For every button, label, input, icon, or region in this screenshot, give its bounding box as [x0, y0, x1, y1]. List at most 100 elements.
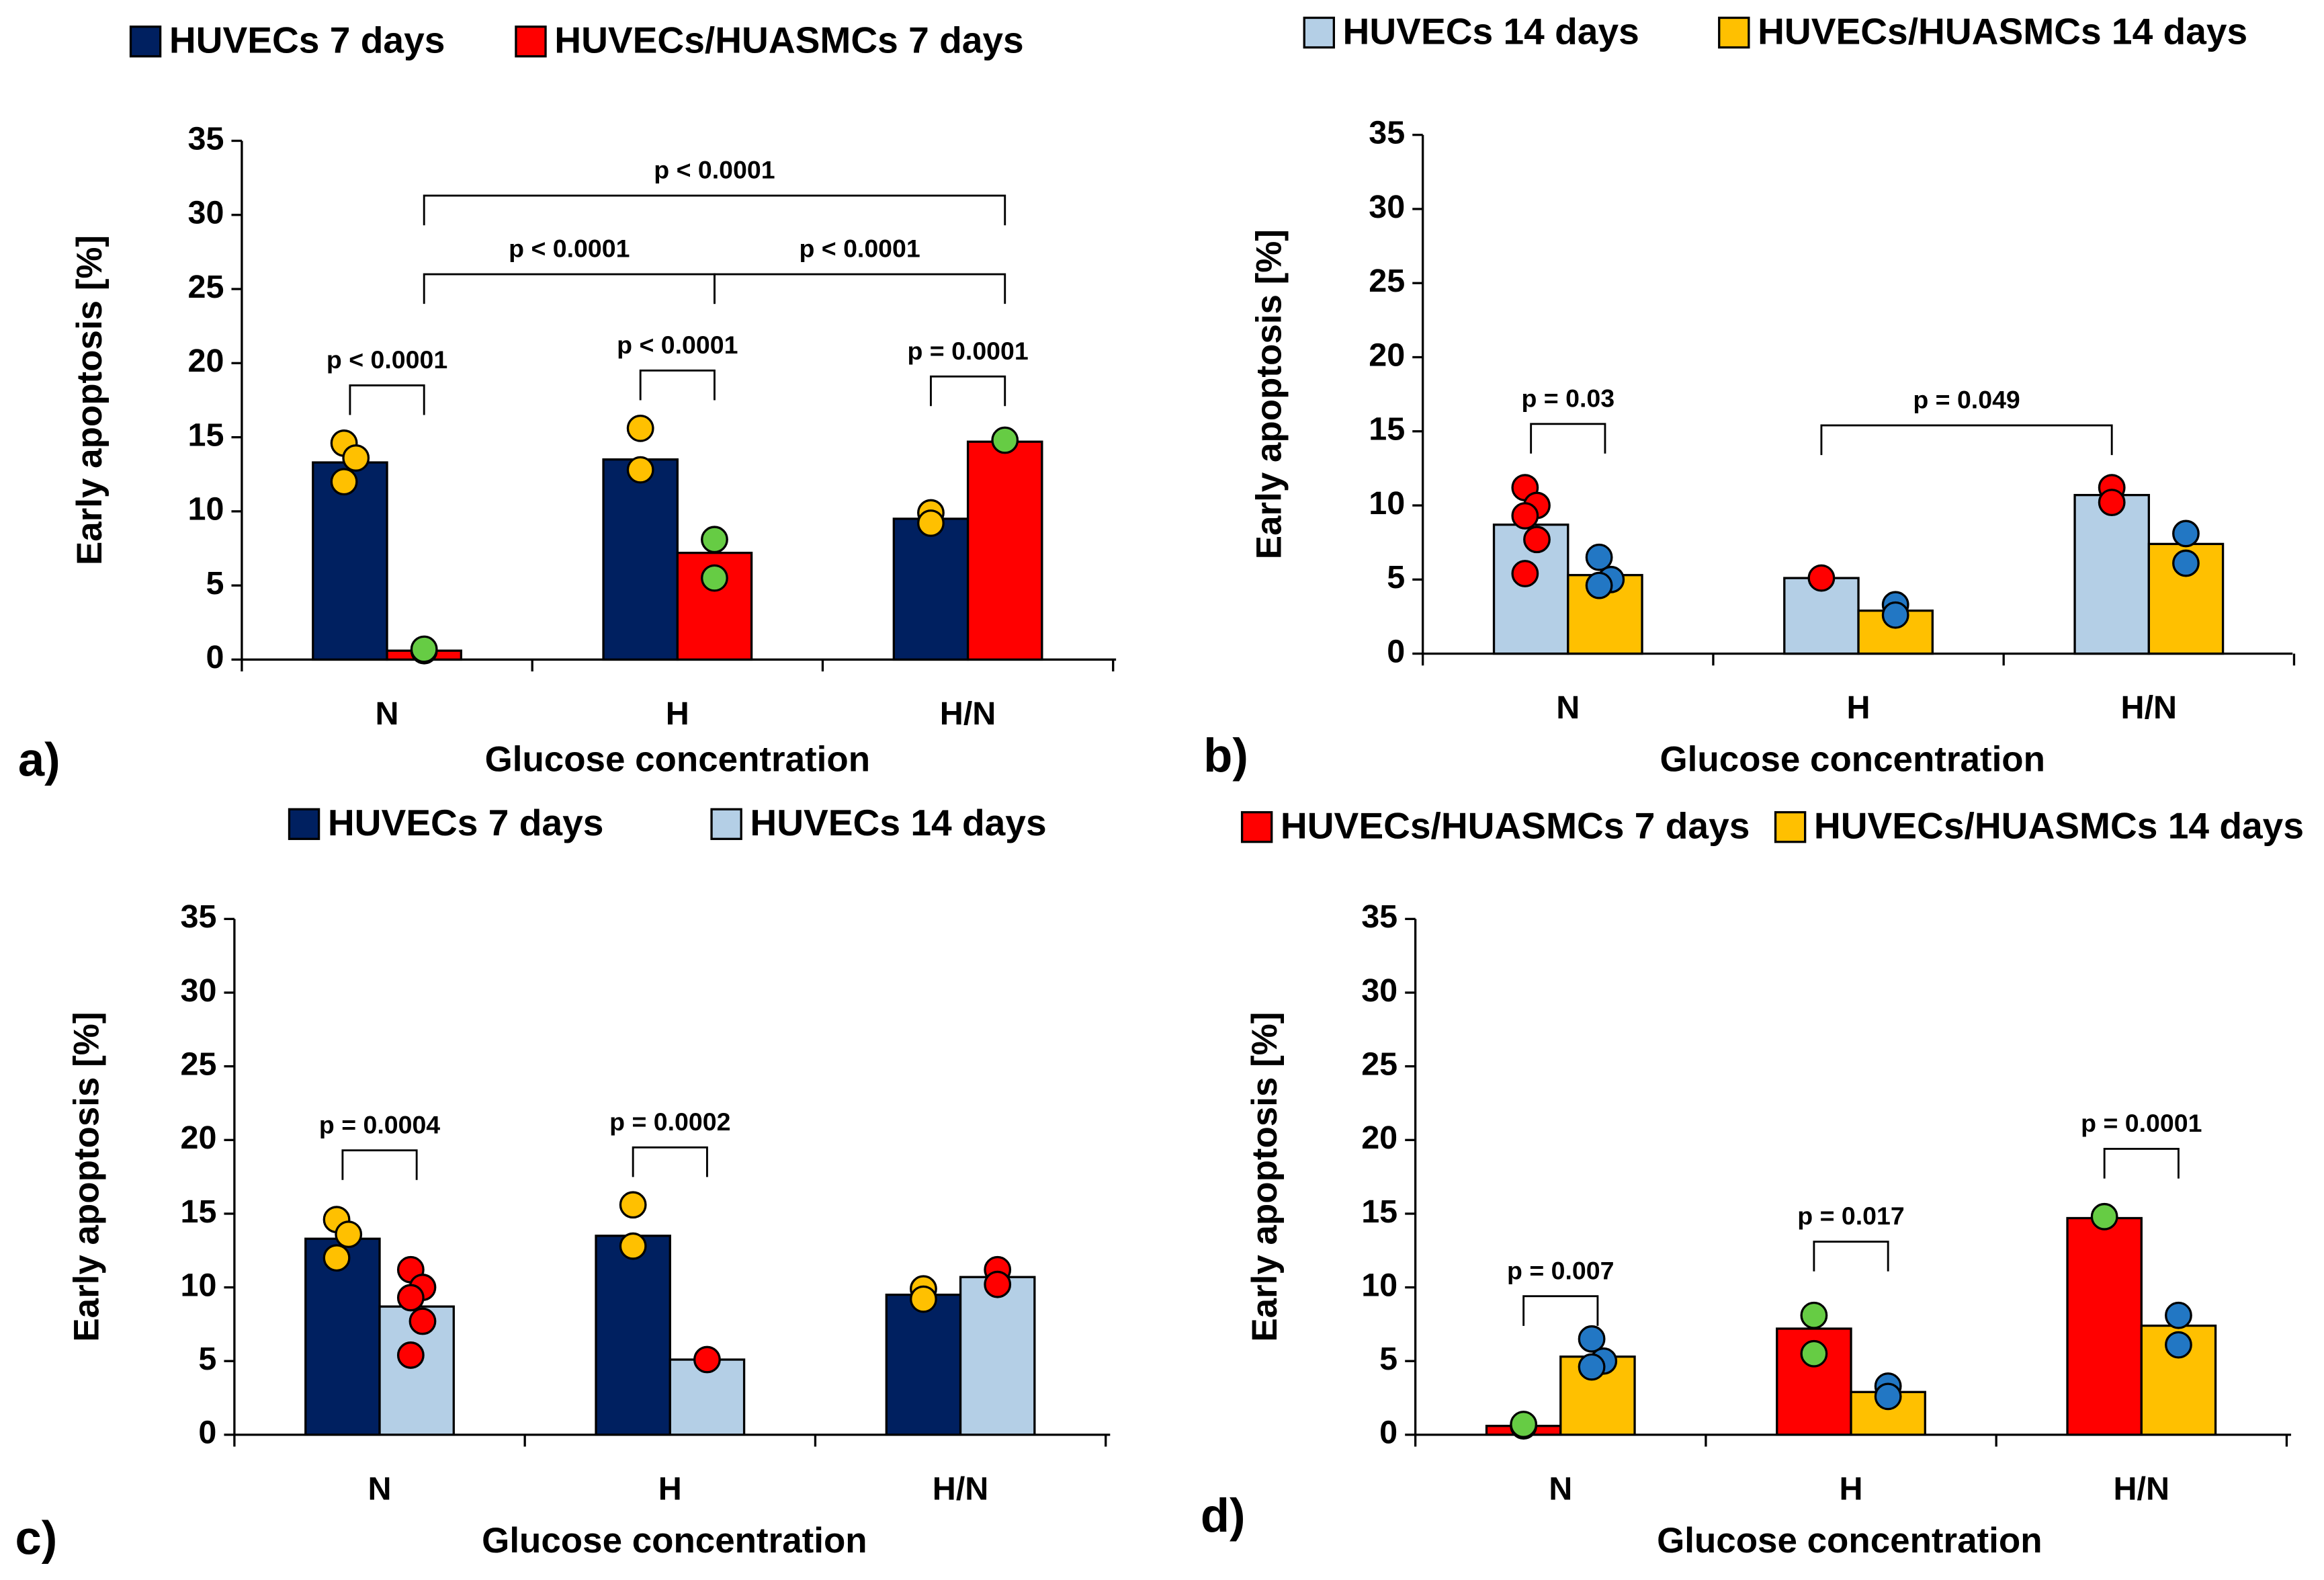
legend-label: HUVECs/HUASMCs 7 days [554, 19, 1023, 61]
y-tick-label: 30 [1361, 972, 1397, 1009]
data-point [626, 414, 654, 442]
legend-swatch [1240, 810, 1273, 843]
x-tick-label: N [1549, 1470, 1572, 1507]
data-point [2090, 1202, 2118, 1231]
data-point [1511, 560, 1539, 587]
data-point [701, 564, 728, 592]
data-point [1585, 543, 1613, 571]
data-point [408, 1307, 437, 1335]
data-point [991, 426, 1019, 454]
p-value-label: p < 0.0001 [509, 235, 630, 263]
bar [966, 440, 1043, 661]
y-tick-label: 30 [1369, 189, 1405, 225]
y-axis-title: Early apoptosis [%] [1250, 229, 1289, 559]
y-tick-label: 10 [188, 491, 224, 528]
y-tick-label: 5 [1387, 559, 1405, 595]
data-point [396, 1341, 425, 1369]
data-point [410, 635, 438, 663]
panel-label: b) [1203, 729, 1248, 782]
y-tick-label: 25 [188, 269, 224, 305]
significance-bracket [341, 1149, 418, 1180]
data-point [330, 468, 358, 496]
chart-panel: 0 5 10 15 20 25 30 35 N H H/N p = 0.0004 p = 0.0002 H… [15, 802, 1111, 1564]
data-point [2098, 489, 2126, 517]
y-tick-label: 30 [180, 972, 216, 1009]
p-value-label: p = 0.0001 [907, 337, 1028, 365]
bar [959, 1276, 1036, 1436]
significance-bracket [423, 273, 716, 304]
legend-label: HUVECs/HUASMCs 14 days [1814, 804, 2304, 846]
x-axis-title: Glucose concentration [1660, 740, 2045, 780]
data-point [322, 1244, 351, 1272]
p-value-label: p = 0.0002 [609, 1108, 730, 1136]
x-tick-label: H [658, 1470, 682, 1507]
p-value-label: p = 0.049 [1913, 386, 2020, 414]
y-tick-label: 35 [180, 899, 216, 935]
legend-swatch [1718, 16, 1750, 49]
data-point [1585, 571, 1613, 599]
legend-swatch [288, 808, 320, 840]
bar [885, 1293, 962, 1436]
significance-bracket [930, 375, 1006, 407]
y-tick-label: 0 [198, 1415, 216, 1451]
p-value-label: p = 0.03 [1522, 384, 1615, 412]
chart-panel: 0 5 10 15 20 25 30 35 N H H/N p = 0.03 p = 0.049 HUVE… [1203, 10, 2296, 782]
y-tick-label: 10 [1361, 1267, 1397, 1303]
x-tick-label: H/N [940, 696, 996, 732]
p-value-label: p = 0.017 [1797, 1202, 1904, 1230]
data-point [2172, 549, 2200, 577]
p-value-label: p = 0.0004 [319, 1110, 440, 1138]
y-axis-title: Early apoptosis [%] [70, 235, 110, 565]
x-tick-label: H [1840, 1470, 1863, 1507]
data-point [2172, 519, 2200, 548]
y-tick-label: 25 [1361, 1046, 1397, 1082]
legend-label: HUVECs/HUASMCs 14 days [1758, 10, 2247, 52]
data-point [1874, 1382, 1902, 1411]
bar [2073, 493, 2150, 655]
p-value-label: p = 0.0001 [2081, 1109, 2202, 1137]
x-tick-label: N [376, 696, 399, 732]
legend-swatch [1774, 810, 1807, 843]
data-point [1800, 1339, 1828, 1368]
y-tick-label: 20 [180, 1120, 216, 1156]
legend-swatch [1303, 16, 1335, 49]
y-tick-label: 15 [180, 1194, 216, 1230]
y-tick-label: 20 [188, 343, 224, 379]
data-point [626, 456, 654, 484]
panel-label: c) [15, 1511, 57, 1564]
legend-label: HUVECs 7 days [328, 802, 604, 843]
x-tick-label: H/N [2121, 690, 2178, 726]
y-tick-label: 25 [1369, 263, 1405, 299]
significance-bracket [1820, 424, 2113, 456]
data-point [1881, 601, 1909, 629]
significance-bracket [1522, 1295, 1599, 1326]
data-point [396, 1284, 425, 1312]
y-tick-label: 30 [188, 195, 224, 231]
y-tick-label: 20 [1361, 1120, 1397, 1156]
legend-swatch [710, 808, 742, 840]
data-point [1511, 502, 1539, 530]
bar [2066, 1216, 2143, 1436]
p-value-label: p = 0.007 [1507, 1256, 1614, 1284]
legend-label: HUVECs/HUASMCs 7 days [1281, 804, 1750, 846]
y-tick-label: 10 [1369, 485, 1405, 522]
y-tick-label: 25 [180, 1046, 216, 1082]
y-tick-label: 35 [1369, 115, 1405, 151]
y-tick-label: 5 [1379, 1341, 1397, 1377]
bar [595, 1235, 671, 1436]
bar [602, 458, 679, 661]
y-tick-label: 15 [188, 417, 224, 453]
y-tick-label: 15 [1361, 1194, 1397, 1230]
y-tick-label: 0 [1387, 633, 1405, 669]
data-point [335, 1220, 363, 1249]
data-point [2165, 1331, 2192, 1359]
significance-bracket [349, 384, 425, 415]
data-point [1578, 1325, 1606, 1353]
p-value-label: p < 0.0001 [799, 235, 920, 263]
y-tick-label: 10 [180, 1267, 216, 1303]
legend-label: HUVECs 14 days [750, 802, 1046, 843]
x-axis-title: Glucose concentration [1657, 1521, 2042, 1561]
legend-swatch [515, 26, 547, 58]
significance-bracket [639, 369, 716, 401]
bar [676, 551, 753, 661]
